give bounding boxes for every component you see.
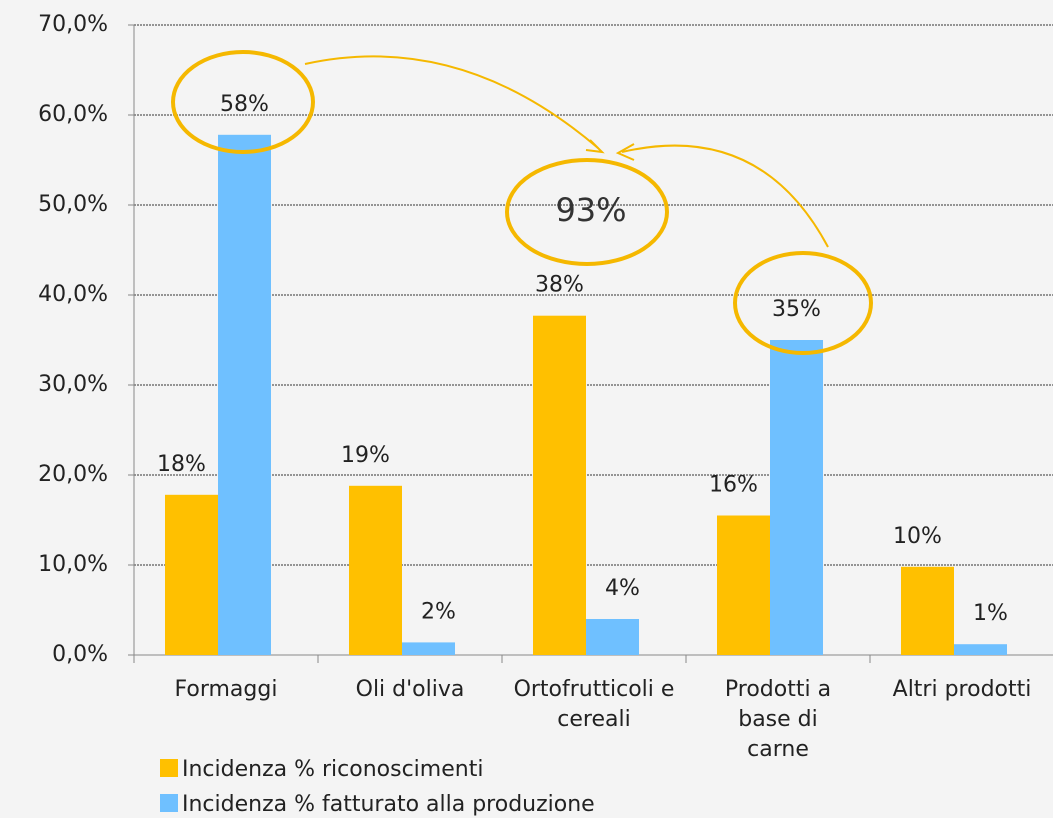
y-tick-label: 60,0% [38,102,108,127]
x-tick-label: Ortofrutticoli e cereali [513,677,675,732]
bar [717,515,770,655]
x-tick-label: Altri prodotti [892,677,1032,702]
y-tick-label: 0,0% [52,642,108,667]
y-tick-label: 40,0% [38,282,108,307]
value-label: 19% [341,443,390,468]
legend-swatch [160,759,178,777]
legend-swatch [160,794,178,812]
x-tick-label: Oli d'oliva [355,677,465,702]
annotation-shapes [171,50,873,355]
value-label: 38% [535,273,584,298]
value-label: 2% [421,599,456,624]
value-label: 1% [973,601,1008,626]
arrow-head [585,139,605,154]
bar [770,340,823,655]
x-tick-label: Formaggi [174,677,278,702]
y-tick-label: 70,0% [38,12,108,37]
x-tick-label: Prodotti a base di carne [724,677,832,762]
y-tick-label: 50,0% [38,192,108,217]
legend-label: Incidenza % fatturato alla produzione [182,792,595,817]
bar [402,642,455,655]
value-label: 18% [157,452,206,477]
bar [901,566,954,655]
y-tick-label: 30,0% [38,372,108,397]
annotation: 93% [555,191,626,229]
bar [954,644,1007,655]
legend-label: Incidenza % riconoscimenti [182,757,483,782]
bar [586,619,639,655]
value-label: 58% [220,92,269,117]
value-label: 16% [709,473,758,498]
highlight-ellipse [733,251,873,355]
bar [218,134,271,656]
y-tick-label: 10,0% [38,552,108,577]
value-label: 35% [772,297,821,322]
bar [349,485,402,655]
bar [165,494,218,655]
y-tick-label: 20,0% [38,462,108,487]
highlight-ellipse [505,158,669,266]
value-label: 4% [605,576,640,601]
bar [533,315,586,655]
value-label: 10% [893,524,942,549]
highlight-ellipse [171,50,315,154]
arrow [304,55,599,149]
arrow [621,144,829,248]
arrow-head [615,143,635,161]
